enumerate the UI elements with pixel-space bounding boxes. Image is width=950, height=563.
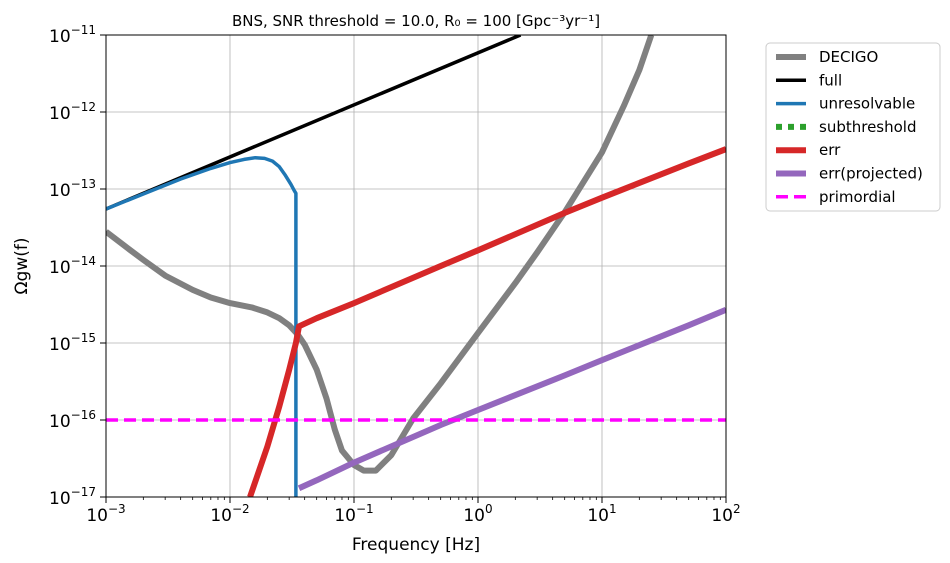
x-tick-label: 10−1 — [334, 502, 373, 526]
series-line-unresolvable — [106, 155, 298, 497]
legend-label: subthreshold — [819, 118, 917, 136]
y-tick-label: 10−12 — [49, 100, 96, 124]
x-tick-label: 102 — [711, 502, 740, 526]
legend-label: unresolvable — [819, 95, 915, 113]
x-tick-label: 100 — [463, 502, 492, 526]
y-axis-label: Ωgw(f) — [12, 238, 32, 295]
legend-frame — [765, 42, 941, 212]
legend: DECIGO full unresolvable subthreshold err err… — [765, 42, 941, 212]
y-tick-label: 10−16 — [49, 408, 96, 432]
legend-label: DECIGO — [819, 48, 878, 66]
legend-label: full — [819, 71, 842, 89]
x-tick-label: 10−2 — [210, 502, 249, 526]
legend-label: err(projected) — [819, 165, 923, 183]
x-tick-label: 101 — [587, 502, 616, 526]
ticks: 10−3 10−2 10−1 100 101 102 10−17 10−16 10−15 10−1… — [49, 23, 741, 526]
y-tick-label: 10−15 — [49, 331, 96, 355]
legend-label: primordial — [819, 188, 896, 206]
y-tick-label: 10−14 — [49, 254, 96, 278]
y-tick-label: 10−17 — [49, 485, 96, 509]
series-line-err — [247, 146, 726, 497]
y-tick-label: 10−11 — [49, 23, 96, 47]
chart-title: BNS, SNR threshold = 10.0, R₀ = 100 [Gpc… — [232, 12, 600, 30]
x-axis-label: Frequency [Hz] — [352, 535, 480, 555]
series-line-err(projected) — [297, 307, 726, 491]
legend-label: err — [819, 141, 841, 159]
x-tick-label: 10−3 — [86, 502, 125, 526]
series-layer — [106, 35, 726, 497]
y-tick-label: 10−13 — [49, 177, 96, 201]
series-line-DECIGO — [106, 35, 655, 474]
